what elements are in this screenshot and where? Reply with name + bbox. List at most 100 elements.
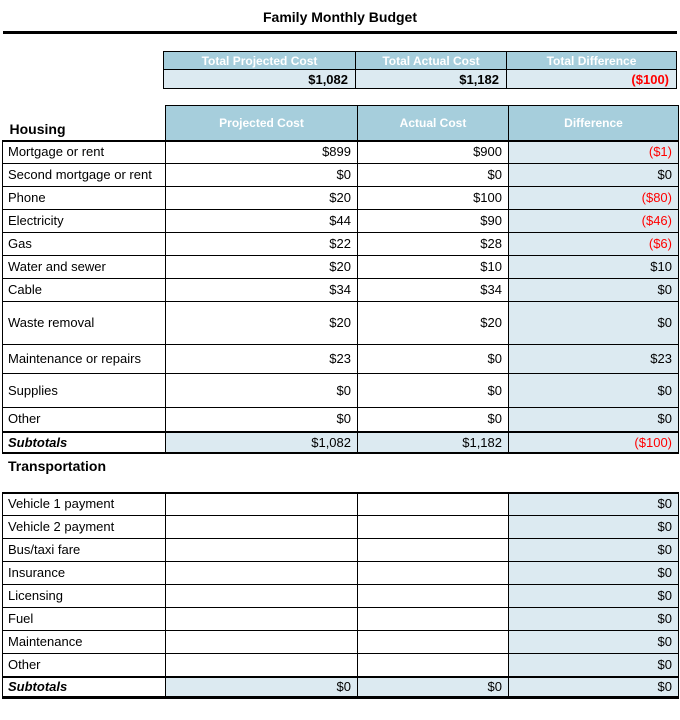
difference-cell[interactable]: $0 <box>508 491 679 516</box>
table-row: Phone $20 $100 ($80) <box>2 186 679 210</box>
difference-cell[interactable]: $0 <box>508 561 679 585</box>
transportation-subtotal-projected-cell[interactable]: $0 <box>165 675 358 699</box>
projected-cell[interactable]: $34 <box>165 278 358 302</box>
projected-cell[interactable] <box>165 653 358 677</box>
actual-cell[interactable] <box>357 653 509 677</box>
difference-cell[interactable]: $0 <box>508 407 679 432</box>
difference-cell[interactable]: $0 <box>508 301 679 345</box>
actual-cell[interactable] <box>357 584 509 608</box>
actual-cell[interactable]: $20 <box>357 301 509 345</box>
actual-cell[interactable]: $100 <box>357 186 509 210</box>
housing-subtotal-actual-cell[interactable]: $1,182 <box>357 430 509 454</box>
difference-cell[interactable]: $0 <box>508 607 679 631</box>
projected-cell[interactable]: $44 <box>165 209 358 233</box>
row-label-cell: Phone <box>2 186 166 210</box>
difference-cell[interactable]: $0 <box>508 163 679 187</box>
actual-cell[interactable] <box>357 607 509 631</box>
row-label-cell: Vehicle 2 payment <box>2 515 166 539</box>
housing-subtotal-difference-cell[interactable]: ($100) <box>508 430 679 454</box>
difference-cell[interactable]: ($80) <box>508 186 679 210</box>
actual-cell[interactable]: $0 <box>357 163 509 187</box>
cell-value: $44 <box>329 213 351 228</box>
cell-value: ($46) <box>641 213 672 228</box>
difference-cell[interactable]: $0 <box>508 653 679 677</box>
actual-cell[interactable]: $0 <box>357 344 509 374</box>
actual-cell[interactable]: $90 <box>357 209 509 233</box>
projected-cell[interactable]: $22 <box>165 232 358 256</box>
projected-cell[interactable]: $23 <box>165 344 358 374</box>
difference-cell[interactable]: ($1) <box>508 140 679 164</box>
summary-value-row: $1,082 $1,182 ($100) <box>163 69 677 89</box>
row-label: Water and sewer <box>8 259 106 274</box>
difference-cell[interactable]: $10 <box>508 255 679 279</box>
projected-cell[interactable]: $0 <box>165 407 358 432</box>
cell-value: $20 <box>480 315 502 330</box>
row-label-cell: Supplies <box>2 373 166 408</box>
table-row: Water and sewer $20 $10 $10 <box>2 255 679 279</box>
projected-cell[interactable]: $0 <box>165 373 358 408</box>
cell-value: ($6) <box>648 236 672 251</box>
table-row: Vehicle 2 payment $0 <box>2 515 679 539</box>
actual-cell[interactable] <box>357 515 509 539</box>
actual-cell[interactable] <box>357 538 509 562</box>
cell-value: $10 <box>480 259 502 274</box>
summary-total-projected-cell[interactable]: $1,082 <box>163 69 356 89</box>
row-label-cell: Insurance <box>2 561 166 585</box>
summary-total-actual-cell[interactable]: $1,182 <box>355 69 507 89</box>
table-row: Waste removal $20 $20 $0 <box>2 301 679 345</box>
housing-section-label: Housing <box>2 105 166 142</box>
projected-cell[interactable] <box>165 607 358 631</box>
difference-cell[interactable]: $0 <box>508 584 679 608</box>
projected-cell[interactable] <box>165 630 358 654</box>
difference-cell[interactable]: $0 <box>508 278 679 302</box>
row-label-cell: Gas <box>2 232 166 256</box>
cell-value: $899 <box>322 144 351 160</box>
difference-cell[interactable]: $23 <box>508 344 679 374</box>
cell-value: $0 <box>657 611 672 626</box>
projected-cell[interactable] <box>165 515 358 539</box>
actual-cell[interactable] <box>357 491 509 516</box>
projected-cell[interactable]: $20 <box>165 301 358 345</box>
difference-cell[interactable]: $0 <box>508 373 679 408</box>
cell-value: $0 <box>657 382 672 398</box>
actual-cell[interactable]: $0 <box>357 373 509 408</box>
projected-cell[interactable] <box>165 584 358 608</box>
actual-cell[interactable] <box>357 561 509 585</box>
cell-value: $100 <box>473 190 502 205</box>
summary-total-difference-cell[interactable]: ($100) <box>506 69 677 89</box>
cell-value: $0 <box>336 167 351 182</box>
row-label: Vehicle 1 payment <box>8 496 115 512</box>
difference-cell[interactable]: $0 <box>508 630 679 654</box>
cell-value: $22 <box>329 236 351 251</box>
actual-cell[interactable]: $28 <box>357 232 509 256</box>
projected-cell[interactable]: $20 <box>165 186 358 210</box>
transportation-tbody: Vehicle 1 payment $0 Vehicle 2 payment $0 Bu… <box>2 491 679 677</box>
difference-cell[interactable]: ($6) <box>508 232 679 256</box>
column-header-projected: Projected Cost <box>165 105 358 142</box>
row-label-cell: Other <box>2 653 166 677</box>
transportation-table: Vehicle 1 payment $0 Vehicle 2 payment $0 Bu… <box>2 491 679 699</box>
column-header-difference: Difference <box>508 105 679 142</box>
difference-cell[interactable]: ($46) <box>508 209 679 233</box>
difference-cell[interactable]: $0 <box>508 538 679 562</box>
transportation-subtotal-actual-cell[interactable]: $0 <box>357 675 509 699</box>
housing-subtotal-projected-cell[interactable]: $1,082 <box>165 430 358 454</box>
projected-cell[interactable] <box>165 491 358 516</box>
actual-cell[interactable]: $900 <box>357 140 509 164</box>
table-row: Licensing $0 <box>2 584 679 608</box>
projected-cell[interactable] <box>165 538 358 562</box>
transportation-subtotal-difference-cell[interactable]: $0 <box>508 675 679 699</box>
actual-cell[interactable]: $10 <box>357 255 509 279</box>
projected-cell[interactable]: $899 <box>165 140 358 164</box>
transportation-subtotal-label: Subtotals <box>2 675 166 699</box>
cell-value: $34 <box>480 282 502 297</box>
table-row: Vehicle 1 payment $0 <box>2 491 679 516</box>
projected-cell[interactable]: $0 <box>165 163 358 187</box>
actual-cell[interactable] <box>357 630 509 654</box>
row-label: Cable <box>8 282 42 297</box>
projected-cell[interactable] <box>165 561 358 585</box>
actual-cell[interactable]: $0 <box>357 407 509 432</box>
projected-cell[interactable]: $20 <box>165 255 358 279</box>
difference-cell[interactable]: $0 <box>508 515 679 539</box>
actual-cell[interactable]: $34 <box>357 278 509 302</box>
